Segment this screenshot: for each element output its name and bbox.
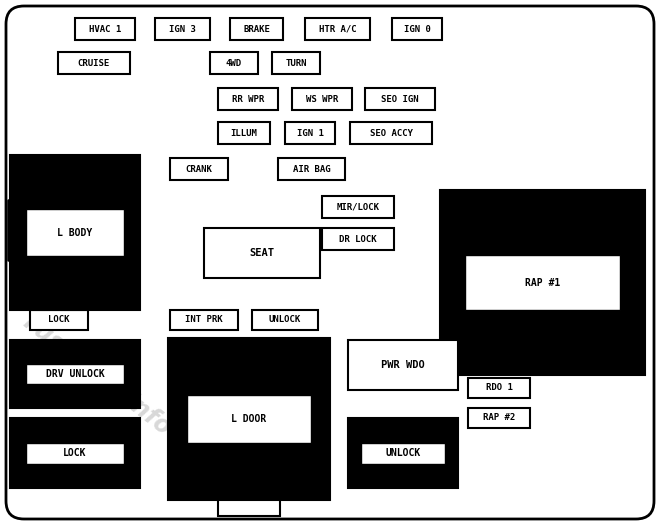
Text: RAP #2: RAP #2	[483, 414, 515, 423]
FancyBboxPatch shape	[6, 6, 654, 519]
Text: HTR A/C: HTR A/C	[319, 25, 356, 34]
Bar	[218, 88, 278, 110]
Bar	[168, 338, 330, 500]
Bar	[204, 228, 320, 278]
Bar	[218, 500, 280, 516]
Text: ILLUM: ILLUM	[230, 129, 257, 138]
Text: LOCK: LOCK	[63, 448, 86, 458]
Text: MIR/LOCK: MIR/LOCK	[337, 203, 380, 212]
Text: SEO IGN: SEO IGN	[381, 94, 419, 103]
Bar	[468, 408, 530, 428]
Bar	[305, 18, 370, 40]
Bar	[272, 52, 320, 74]
Text: UNLOCK: UNLOCK	[269, 316, 301, 324]
Bar	[392, 18, 442, 40]
Bar	[440, 190, 645, 375]
Bar	[26, 443, 124, 464]
Text: IGN 0: IGN 0	[403, 25, 430, 34]
Text: SEO ACCY: SEO ACCY	[370, 129, 412, 138]
Bar	[252, 310, 318, 330]
Bar	[218, 122, 270, 144]
Text: PWR WDO: PWR WDO	[381, 360, 425, 370]
Text: DR LOCK: DR LOCK	[339, 235, 377, 244]
Bar	[58, 52, 130, 74]
Bar	[30, 310, 88, 330]
Text: L DOOR: L DOOR	[232, 414, 267, 424]
Bar	[322, 228, 394, 250]
Bar	[365, 88, 435, 110]
Bar	[170, 158, 228, 180]
Bar	[278, 158, 345, 180]
Bar	[230, 18, 283, 40]
Bar	[187, 395, 311, 443]
Bar	[285, 122, 335, 144]
Text: HVAC 1: HVAC 1	[89, 25, 121, 34]
Bar	[350, 122, 432, 144]
Text: IGN 1: IGN 1	[296, 129, 323, 138]
Text: DRV UNLOCK: DRV UNLOCK	[46, 369, 104, 379]
Text: INT PRK: INT PRK	[185, 316, 223, 324]
Text: 4WD: 4WD	[226, 58, 242, 68]
Text: IGN 3: IGN 3	[169, 25, 196, 34]
Text: AIR BAG: AIR BAG	[292, 164, 330, 173]
Text: BRAKE: BRAKE	[243, 25, 270, 34]
Bar	[468, 378, 530, 398]
Bar	[348, 418, 458, 488]
Bar	[292, 88, 352, 110]
Text: L BODY: L BODY	[57, 227, 92, 237]
Bar	[155, 18, 210, 40]
Text: Fuse-Box.info: Fuse-Box.info	[18, 310, 175, 440]
Bar	[10, 155, 140, 310]
Bar	[26, 209, 124, 256]
Bar	[10, 340, 140, 408]
Text: RAP #1: RAP #1	[525, 278, 560, 288]
Text: LOCK: LOCK	[48, 316, 70, 324]
Text: CRANK: CRANK	[185, 164, 213, 173]
Bar	[322, 196, 394, 218]
Text: CRUISE: CRUISE	[78, 58, 110, 68]
Bar	[465, 255, 620, 310]
Bar	[210, 52, 258, 74]
Bar	[361, 443, 445, 464]
Bar	[348, 340, 458, 390]
Text: RDO 1: RDO 1	[486, 383, 512, 393]
Text: UNLOCK: UNLOCK	[385, 448, 420, 458]
Text: WS WPR: WS WPR	[306, 94, 338, 103]
Text: TURN: TURN	[285, 58, 307, 68]
Bar	[170, 310, 238, 330]
Bar	[75, 18, 135, 40]
Bar	[10, 418, 140, 488]
Text: RR WPR: RR WPR	[232, 94, 264, 103]
Bar	[26, 364, 124, 384]
Text: SEAT: SEAT	[249, 248, 275, 258]
